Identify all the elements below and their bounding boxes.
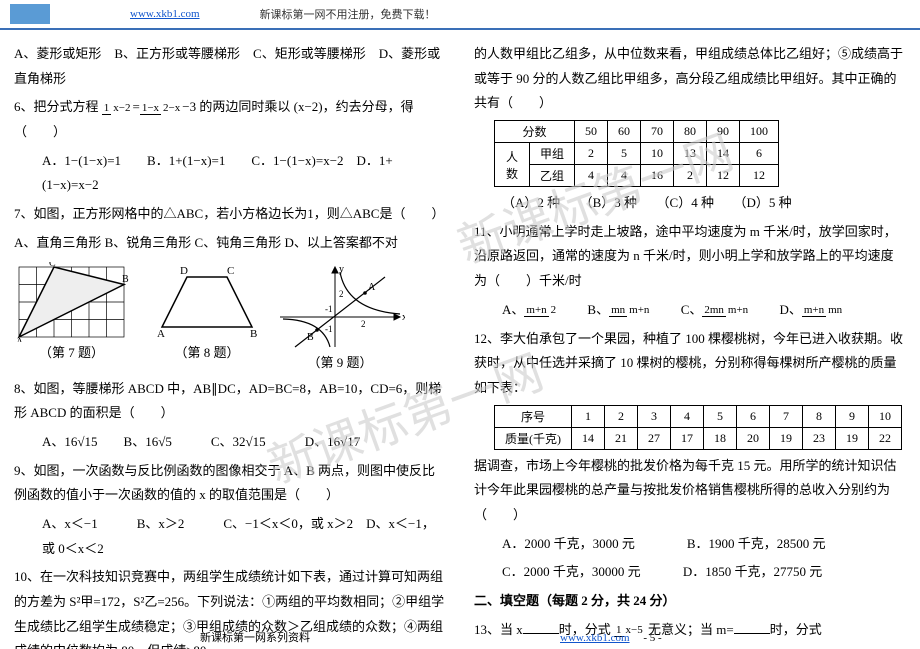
header-slogan: 新课标第一网不用注册，免费下载！: [260, 6, 436, 22]
svg-text:C: C: [49, 262, 56, 269]
logo: [10, 4, 50, 24]
svg-text:C: C: [227, 265, 234, 277]
mass-table: 序号12345678910 质量(千克)14212717182019231922: [494, 405, 902, 450]
q10-options: （A）2 种 （B）3 种 （C）4 种 （D）5 种: [474, 191, 906, 216]
q12-opt1: A．2000 千克，3000 元 B．1900 千克，28500 元: [474, 532, 906, 557]
caption-7: （第 7 题）: [14, 342, 129, 361]
svg-text:x: x: [402, 312, 405, 323]
header-bar: www.xkb1.com 新课标第一网不用注册，免费下载！: [0, 0, 920, 30]
section-2: 二、填空题（每题 2 分，共 24 分）: [474, 589, 906, 614]
q8: 8、如图，等腰梯形 ABCD 中，AB∥DC，AD=BC=8，AB=10，CD=…: [14, 377, 446, 426]
figure-row: A C B （第 7 题） A B C D （第 8 题）: [14, 262, 446, 371]
q9-options: A、x＜−1 B、x＞2 C、−1＜x＜0，或 x＞2 D、x＜−1，或 0＜x…: [14, 512, 446, 561]
svg-text:2: 2: [339, 289, 344, 299]
q7: 7、如图，正方形网格中的△ABC，若小方格边长为1，则△ABC是（ ）: [14, 202, 446, 227]
q11: 11、小明通常上学时走上坡路，途中平均速度为 m 千米/时，放学回家时，沿原路返…: [474, 220, 906, 294]
q13: 13、当 x时，分式 1x−5 无意义；当 m=时，分式 (m−1)(m−3)m…: [474, 618, 906, 649]
svg-text:B: B: [250, 328, 257, 340]
left-column: A、菱形或矩形 B、正方形或等腰梯形 C、矩形或等腰梯形 D、菱形或直角梯形 6…: [0, 30, 460, 620]
q7-options: A、直角三角形 B、锐角三角形 C、钝角三角形 D、以上答案都不对: [14, 231, 446, 256]
svg-text:A: A: [157, 328, 165, 340]
q12: 12、李大伯承包了一个果园，种植了 100 棵樱桃树，今年已进入收获期。收获时，…: [474, 327, 906, 401]
q10-cont: 的人数甲组比乙组多，从中位数来看，甲组成绩总体比乙组好；⑤成绩高于或等于 90 …: [474, 42, 906, 116]
q6-options: A．1−(1−x)=1 B．1+(1−x)=1 C．1−(1−x)=x−2 D．…: [14, 149, 446, 198]
q8-options: A、16√15 B、16√5 C、32√15 D、16√17: [14, 430, 446, 455]
right-column: 新课标第一网 的人数甲组比乙组多，从中位数来看，甲组成绩总体比乙组好；⑤成绩高于…: [460, 30, 920, 620]
svg-text:B: B: [122, 274, 129, 285]
page: www.xkb1.com 新课标第一网不用注册，免费下载！ A、菱形或矩形 B、…: [0, 0, 920, 649]
q12-cont: 据调查，市场上今年樱桃的批发价格为每千克 15 元。用所学的统计知识估计今年此果…: [474, 454, 906, 528]
q6: 6、把分式方程 1x−2=1−x2−x−3 的两边同时乘以 (x−2)，约去分母…: [14, 95, 446, 144]
figure-7: A C B: [14, 262, 129, 342]
page-number: - 5 -: [643, 632, 661, 644]
caption-9: （第 9 题）: [275, 352, 405, 371]
footer-right: www.xkb1.com - 5 -: [560, 629, 662, 645]
q11-options: A、m+n2 B、mnm+n C、2mnm+n D、m+nmn: [474, 298, 906, 323]
q12-opt2: C．2000 千克，30000 元 D．1850 千克，27750 元: [474, 560, 906, 585]
figure-8: A B C D: [147, 262, 267, 342]
figure-9: A B x y -1 2 2 -1: [275, 262, 405, 352]
header-url[interactable]: www.xkb1.com: [130, 8, 200, 20]
svg-text:-1: -1: [325, 324, 333, 334]
svg-text:B: B: [307, 332, 314, 343]
svg-text:y: y: [339, 264, 344, 275]
footer-url[interactable]: www.xkb1.com: [560, 632, 630, 644]
svg-text:A: A: [16, 337, 24, 342]
score-table: 分数5060708090100 人数甲组251013146 乙组44162121…: [494, 120, 779, 187]
footer-left: 新课标第一网系列资料: [200, 629, 310, 645]
svg-text:D: D: [180, 265, 188, 277]
caption-8: （第 8 题）: [147, 342, 267, 361]
svg-text:A: A: [368, 282, 376, 293]
q5-options: A、菱形或矩形 B、正方形或等腰梯形 C、矩形或等腰梯形 D、菱形或直角梯形: [14, 42, 446, 91]
svg-text:2: 2: [361, 319, 366, 329]
q9: 9、如图，一次函数与反比例函数的图像相交于 A、B 两点，则图中使反比例函数的值…: [14, 459, 446, 508]
svg-text:-1: -1: [325, 304, 333, 314]
